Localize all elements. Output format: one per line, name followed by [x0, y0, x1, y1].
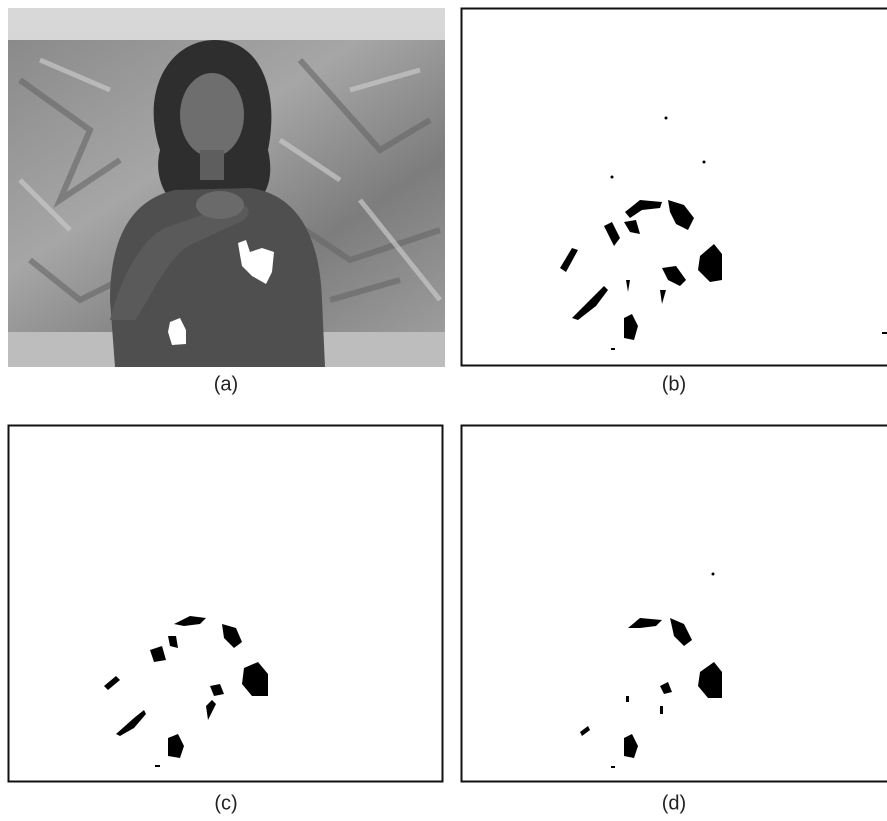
figure: (a) (b) (c) (d): [0, 0, 887, 821]
panel-caption: (b): [662, 373, 686, 395]
panel-caption: (d): [662, 792, 686, 814]
page: (a) (b) (c) (d) (() => { const data = JS…: [0, 0, 887, 821]
mask-panel: [462, 426, 887, 782]
photo: [8, 8, 445, 367]
panel-caption: (c): [214, 792, 237, 814]
mask-panel: [9, 426, 443, 782]
mask-panel: [462, 9, 887, 366]
panel-caption: (a): [214, 373, 238, 395]
